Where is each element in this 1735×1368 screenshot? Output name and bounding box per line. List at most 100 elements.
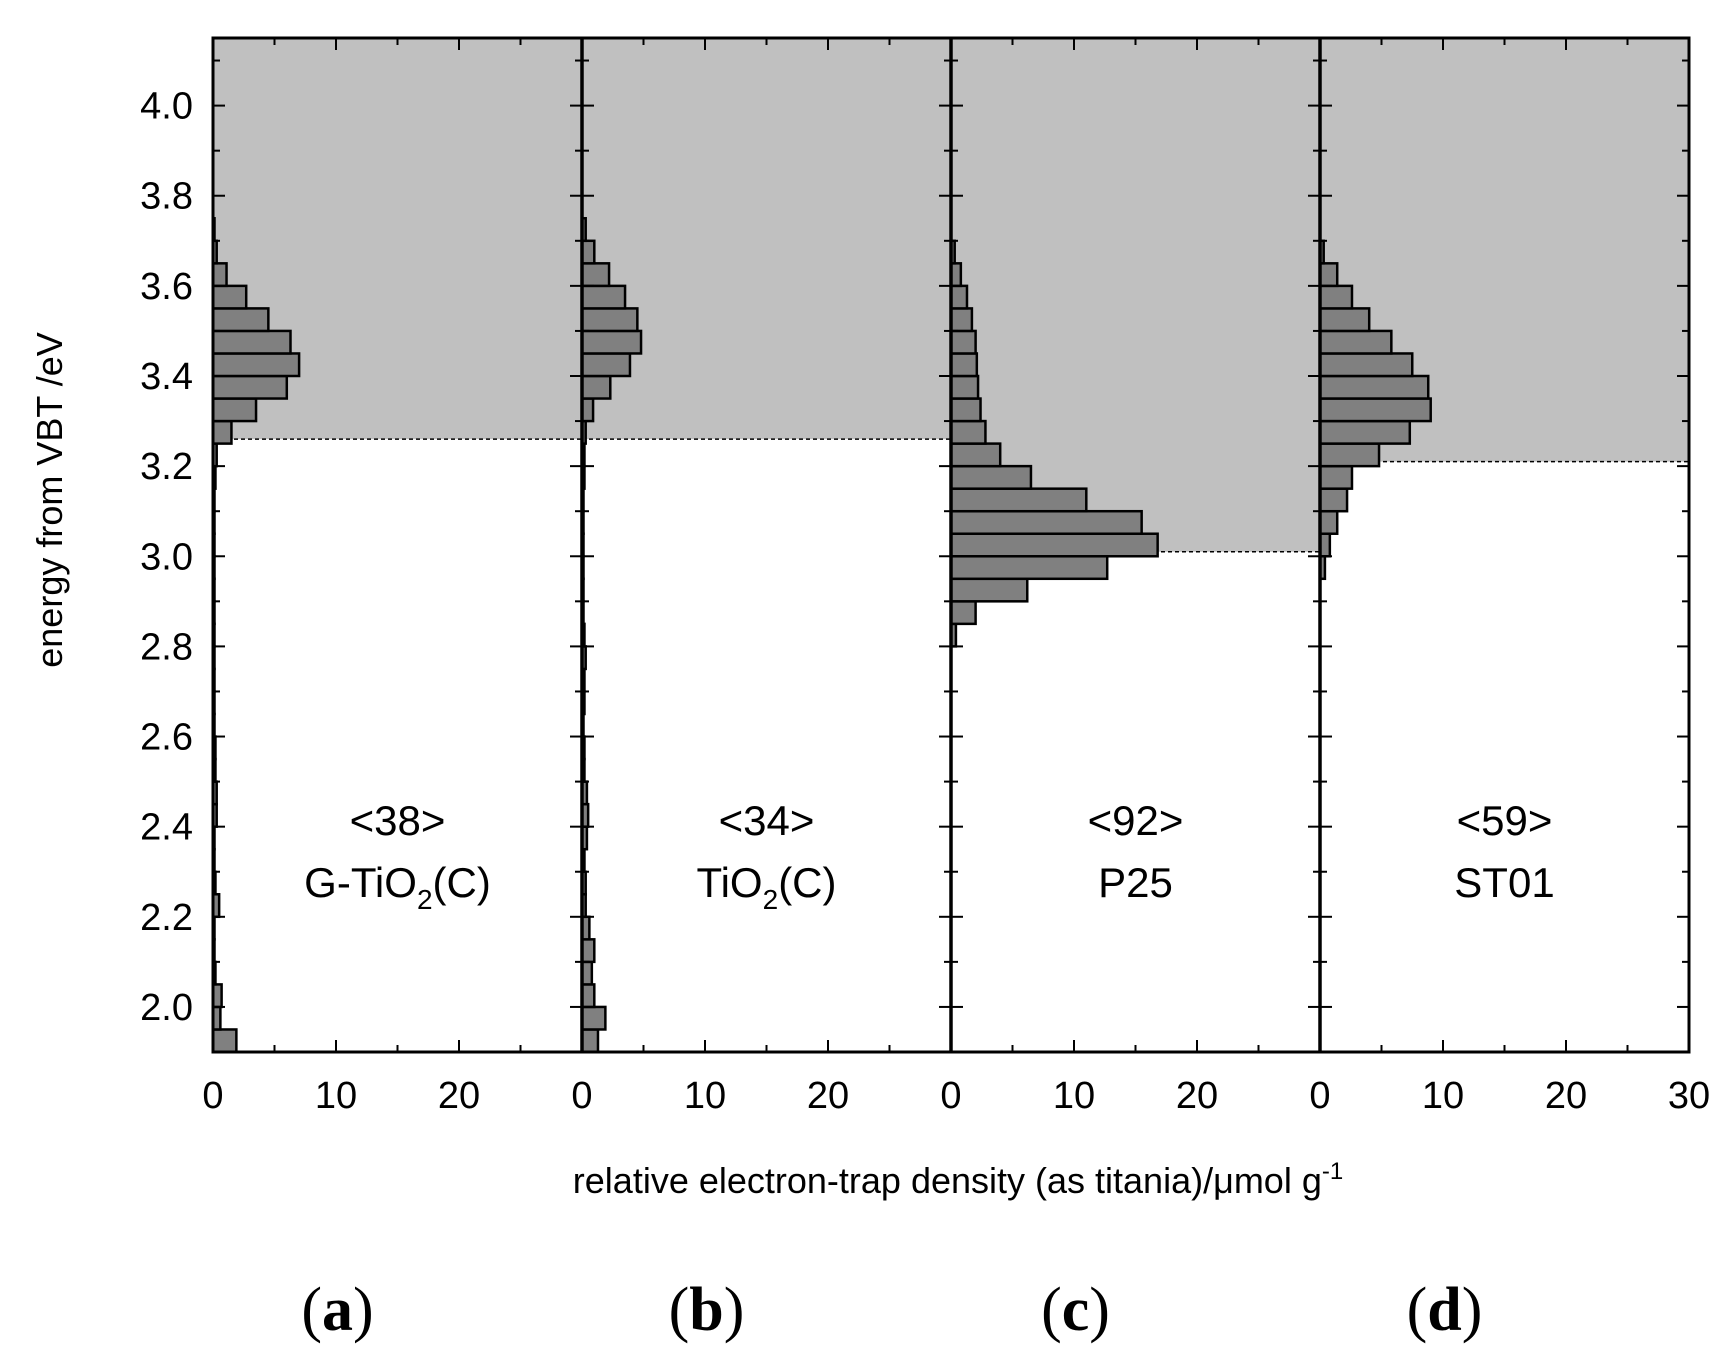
bar-c-10 bbox=[949, 397, 982, 423]
x-tick-label: 10 bbox=[315, 1075, 357, 1117]
sample-name-subscript: 2 bbox=[763, 884, 779, 915]
panel-tag-letter: b bbox=[689, 1276, 723, 1344]
x-tick-label: 0 bbox=[940, 1075, 961, 1117]
y-tick-label: 2.6 bbox=[140, 717, 193, 759]
panel-b: <34> TiO2(C) (b) bbox=[580, 38, 951, 1344]
panel-d: <59> ST01 (d) bbox=[1318, 38, 1689, 1344]
bar-c-6 bbox=[949, 487, 1088, 513]
panel-a: <38> G-TiO2(C) (a) bbox=[211, 38, 582, 1344]
bar-d-9 bbox=[1318, 352, 1414, 378]
panel-tag-open: ( bbox=[1041, 1276, 1062, 1344]
panel-tag-letter: a bbox=[322, 1276, 353, 1344]
bar-d-6 bbox=[1318, 419, 1412, 445]
y-tick-label: 3.6 bbox=[140, 266, 193, 308]
bar-c-11 bbox=[949, 374, 980, 400]
bar-b-30 bbox=[580, 352, 632, 378]
bar-c-14 bbox=[949, 307, 974, 333]
bar-c-2 bbox=[949, 577, 1029, 603]
bar-c-13 bbox=[949, 329, 977, 355]
panel-tag-a: (a) bbox=[301, 1276, 373, 1344]
bar-a-30 bbox=[211, 352, 301, 378]
x-tick-label: 20 bbox=[807, 1075, 849, 1117]
sample-name-tail: (C) bbox=[433, 859, 491, 906]
panel-number-c: <92> bbox=[1088, 797, 1184, 844]
ticks-layer: 2.02.22.42.62.83.03.23.43.63.84.00 10 20 0 1… bbox=[140, 38, 1710, 1117]
panel-sample-name-c: P25 bbox=[1098, 859, 1173, 906]
sample-name-main: G-TiO bbox=[304, 859, 417, 906]
x-axis-title: relative electron-trap density (as titan… bbox=[573, 1158, 1343, 1201]
bar-c-12 bbox=[949, 352, 979, 378]
x-tick-label: 0 bbox=[202, 1075, 223, 1117]
bar-b-34 bbox=[580, 262, 611, 288]
panel-sample-name-b: TiO2(C) bbox=[697, 859, 837, 915]
bar-d-5 bbox=[1318, 442, 1381, 468]
bar-b-0 bbox=[580, 1028, 600, 1054]
bar-b-33 bbox=[580, 284, 627, 310]
panel-number-b: <34> bbox=[719, 797, 815, 844]
bar-c-15 bbox=[949, 284, 969, 310]
bar-b-1 bbox=[580, 1005, 607, 1031]
panel-tag-c: (c) bbox=[1041, 1276, 1110, 1344]
y-tick-label: 2.0 bbox=[140, 987, 193, 1029]
bar-a-0 bbox=[211, 1028, 238, 1054]
panel-number-d: <59> bbox=[1457, 797, 1553, 844]
bar-c-1 bbox=[949, 600, 977, 626]
sample-name-main: ST01 bbox=[1454, 859, 1554, 906]
bar-d-13 bbox=[1318, 262, 1339, 288]
sample-name-main: TiO bbox=[697, 859, 763, 906]
y-tick-label: 2.8 bbox=[140, 626, 193, 668]
bar-b-29 bbox=[580, 374, 612, 400]
x-tick-label: 0 bbox=[1309, 1075, 1330, 1117]
x-tick-label: 20 bbox=[1545, 1075, 1587, 1117]
panel-tag-b: (b) bbox=[669, 1276, 745, 1344]
x-tick-label-last: 30 bbox=[1668, 1075, 1710, 1117]
x-tick-label: 10 bbox=[1053, 1075, 1095, 1117]
bar-a-34 bbox=[211, 262, 228, 288]
bar-b-35 bbox=[580, 239, 596, 265]
bar-d-3 bbox=[1318, 487, 1349, 513]
bar-c-7 bbox=[949, 464, 1033, 490]
bar-b-4 bbox=[580, 938, 596, 964]
bar-a-31 bbox=[211, 329, 292, 355]
bar-d-10 bbox=[1318, 329, 1393, 355]
bar-d-11 bbox=[1318, 307, 1371, 333]
bar-a-33 bbox=[211, 284, 248, 310]
bar-b-31 bbox=[580, 329, 643, 355]
bar-c-5 bbox=[949, 509, 1143, 535]
sample-name-tail: (C) bbox=[778, 859, 836, 906]
y-tick-label: 3.8 bbox=[140, 176, 193, 218]
x-tick-label: 10 bbox=[1422, 1075, 1464, 1117]
x-tick-label: 20 bbox=[1176, 1075, 1218, 1117]
bar-a-29 bbox=[211, 374, 289, 400]
bar-c-4 bbox=[949, 532, 1159, 558]
panel-tag-close: ) bbox=[353, 1276, 374, 1344]
cb-region-b bbox=[582, 38, 951, 440]
panel-c: <92> P25 (c) bbox=[949, 38, 1320, 1344]
bar-b-2 bbox=[580, 983, 596, 1009]
panel-number-a: <38> bbox=[350, 797, 446, 844]
y-tick-label: 3.4 bbox=[140, 356, 193, 398]
panel-tag-open: ( bbox=[1407, 1276, 1428, 1344]
panel-tag-letter: c bbox=[1062, 1276, 1090, 1344]
panel-tag-open: ( bbox=[669, 1276, 690, 1344]
panel-sample-name-d: ST01 bbox=[1454, 859, 1554, 906]
y-axis-title: energy from VBT /eV bbox=[29, 332, 70, 667]
panel-tag-close: ) bbox=[1089, 1276, 1110, 1344]
panel-sample-name-a: G-TiO2(C) bbox=[304, 859, 491, 915]
x-axis-title-main: relative electron-trap density (as titan… bbox=[573, 1160, 1322, 1201]
sample-name-main: P25 bbox=[1098, 859, 1173, 906]
bar-d-8 bbox=[1318, 374, 1430, 400]
bar-c-8 bbox=[949, 442, 1002, 468]
y-tick-label: 2.2 bbox=[140, 897, 193, 939]
x-axis-title-sup: -1 bbox=[1322, 1158, 1343, 1185]
bar-d-2 bbox=[1318, 509, 1339, 535]
sample-name-subscript: 2 bbox=[417, 884, 433, 915]
bar-a-28 bbox=[211, 397, 258, 423]
bar-c-3 bbox=[949, 555, 1109, 581]
bar-a-32 bbox=[211, 307, 270, 333]
y-tick-label: 4.0 bbox=[140, 86, 193, 128]
panel-tag-close: ) bbox=[1462, 1276, 1483, 1344]
x-tick-label: 0 bbox=[571, 1075, 592, 1117]
panel-tag-d: (d) bbox=[1407, 1276, 1483, 1344]
